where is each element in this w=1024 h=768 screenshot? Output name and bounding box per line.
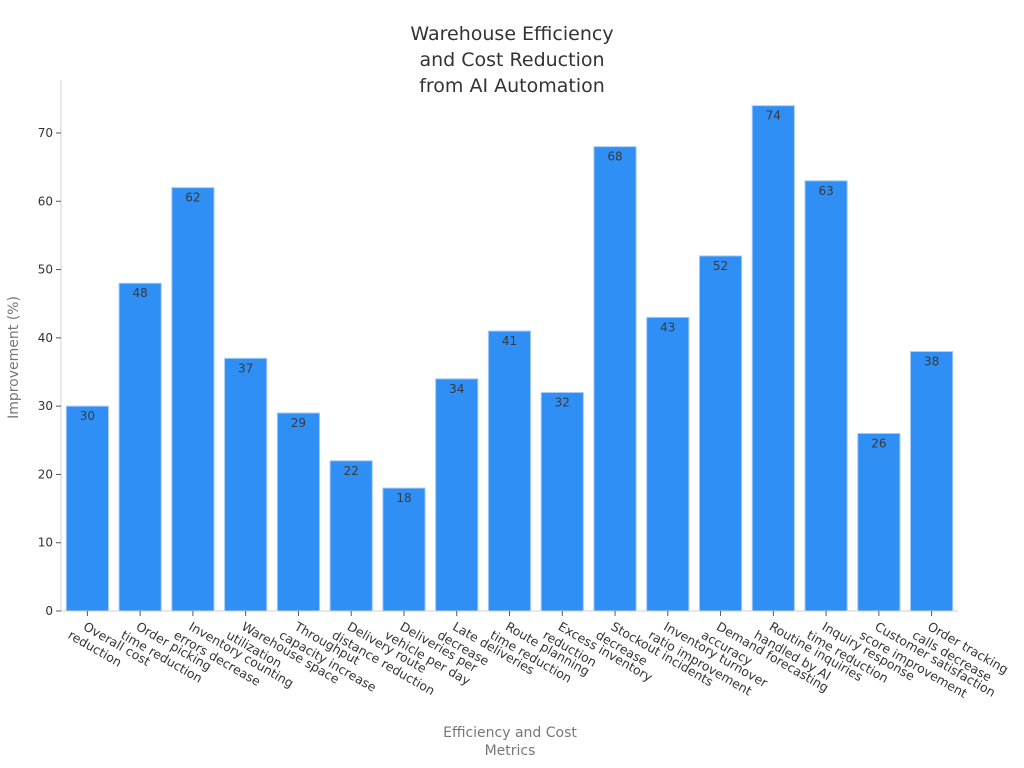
bar-value-label: 74 (766, 109, 781, 123)
bar-value-label: 43 (660, 320, 675, 334)
bar[interactable] (910, 351, 954, 612)
chart-title-line: Warehouse Efficiency (410, 23, 613, 45)
bar-value-label: 52 (713, 259, 728, 273)
x-axis-title: Metrics (485, 743, 536, 759)
bar-value-label: 34 (449, 382, 464, 396)
bar[interactable] (118, 282, 162, 612)
bar[interactable] (171, 187, 215, 612)
bar-value-label: 18 (396, 491, 411, 505)
y-tick-label: 70 (38, 126, 53, 140)
bar[interactable] (276, 412, 321, 612)
chart-title: Warehouse Efficiency and Cost Reduction fr… (410, 23, 613, 97)
bar-value-label: 37 (238, 361, 253, 375)
bar[interactable] (487, 330, 532, 612)
bars: 30 48 62 37 29 22 18 34 41 32 68 43 52 74 63 26 38 (65, 105, 954, 612)
bar[interactable] (435, 378, 479, 612)
bar-value-label: 29 (291, 416, 306, 430)
bar[interactable] (224, 357, 268, 612)
bar[interactable] (751, 105, 795, 612)
bar[interactable] (329, 460, 373, 612)
chart-title-line: and Cost Reduction (419, 49, 604, 71)
bar[interactable] (382, 487, 426, 612)
chart-title-line: from AI Automation (419, 75, 605, 97)
y-tick-label: 10 (38, 536, 53, 550)
bar-value-label: 26 (871, 436, 886, 450)
y-tick-label: 40 (38, 331, 53, 345)
bar[interactable] (698, 255, 743, 612)
bar[interactable] (646, 316, 690, 612)
bar-value-label: 48 (133, 286, 148, 300)
bar[interactable] (65, 405, 109, 612)
y-axis-title: Improvement (%) (6, 296, 22, 419)
y-tick-label: 60 (38, 194, 53, 208)
y-axis-label: Improvement (%) (6, 296, 22, 419)
y-tick-label: 0 (45, 604, 53, 618)
bar-value-label: 63 (818, 184, 833, 198)
y-tick-label: 20 (38, 467, 53, 481)
y-axis: 0 10 20 30 40 50 60 70 (38, 80, 62, 618)
y-tick-label: 50 (38, 263, 53, 277)
bar-value-label: 62 (185, 191, 200, 205)
x-axis-label: Efficiency and Cost Metrics (443, 725, 577, 759)
bar-value-label: 68 (607, 150, 622, 164)
bar[interactable] (540, 391, 584, 612)
bar-value-label: 41 (502, 334, 517, 348)
bar[interactable] (593, 146, 637, 612)
y-tick-label: 30 (38, 399, 53, 413)
bar-value-label: 32 (555, 395, 570, 409)
bar[interactable] (857, 432, 901, 612)
bar-value-label: 38 (924, 355, 939, 369)
bar-value-label: 22 (344, 464, 359, 478)
x-axis-title: Efficiency and Cost (443, 725, 577, 741)
bar-value-label: 30 (80, 409, 95, 423)
bar[interactable] (804, 180, 848, 612)
